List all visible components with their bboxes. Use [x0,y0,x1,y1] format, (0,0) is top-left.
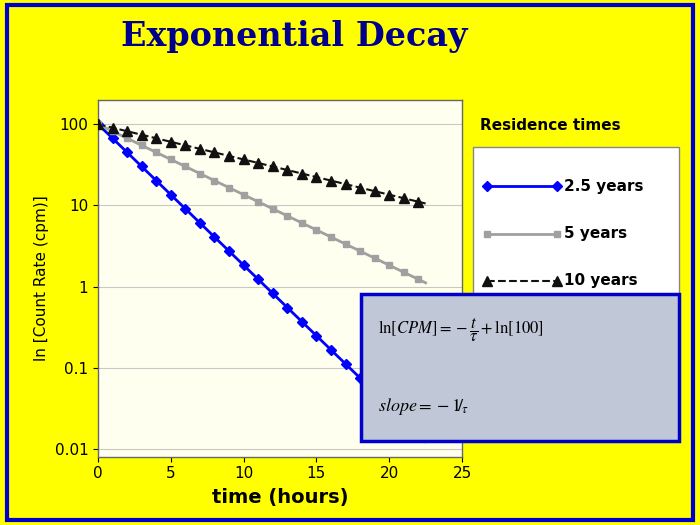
X-axis label: time (hours): time (hours) [211,488,349,508]
Text: 10 years: 10 years [564,274,637,288]
Text: Exponential Decay: Exponential Decay [120,20,468,53]
Text: $\mathit{slope} = -\mathit{1}\!/\!_{\tau}$: $\mathit{slope} = -\mathit{1}\!/\!_{\tau… [378,396,468,417]
Text: 5 years: 5 years [564,226,626,241]
Text: Residence times: Residence times [480,119,620,133]
Text: 2.5 years: 2.5 years [564,179,643,194]
Y-axis label: ln [Count Rate (cpm)]: ln [Count Rate (cpm)] [34,195,49,361]
Text: $\mathrm{ln}[CPM] = -\dfrac{t}{\tau} + \mathrm{ln}[100]$: $\mathrm{ln}[CPM] = -\dfrac{t}{\tau} + \… [378,317,544,344]
